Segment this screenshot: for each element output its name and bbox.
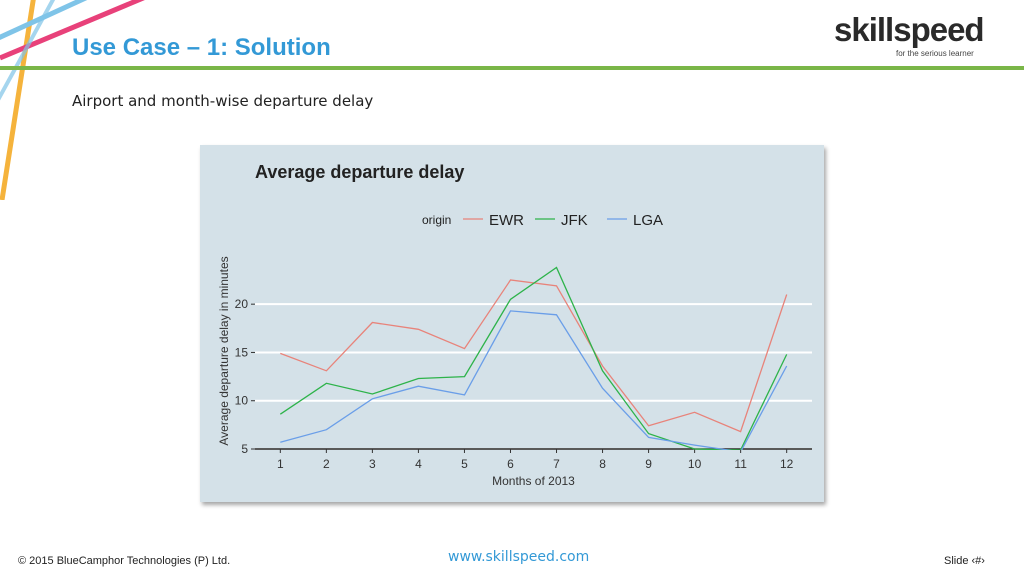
logo-tagline: for the serious learner xyxy=(896,49,974,58)
legend-label-jfk: JFK xyxy=(561,212,588,229)
x-axis-label: Months of 2013 xyxy=(492,474,575,488)
xtick-label-8: 8 xyxy=(599,457,606,471)
logo-wordmark: skillspeed xyxy=(834,11,985,48)
xtick-label-12: 12 xyxy=(780,457,794,471)
legend-label-ewr: EWR xyxy=(489,212,524,229)
line-chart: Average departure delay origin EWR JFK LGA 5 1… xyxy=(217,162,812,488)
ytick-label-20: 20 xyxy=(235,297,249,311)
xtick-label-3: 3 xyxy=(369,457,376,471)
skillspeed-logo: skillspeed for the serious learner xyxy=(834,12,994,60)
xtick-label-10: 10 xyxy=(688,457,702,471)
slide-subtitle: Airport and month-wise departure delay xyxy=(72,92,374,110)
xtick-label-2: 2 xyxy=(323,457,330,471)
ytick-label-15: 15 xyxy=(235,345,249,359)
xtick-label-6: 6 xyxy=(507,457,514,471)
chart-title: Average departure delay xyxy=(255,162,464,182)
slide-title: Use Case – 1: Solution xyxy=(72,34,331,61)
xtick-label-1: 1 xyxy=(277,457,284,471)
slide-number: Slide ‹#› xyxy=(944,555,985,567)
legend-title: origin xyxy=(422,213,451,227)
orange-stripe xyxy=(0,0,36,200)
series-line-lga xyxy=(280,310,788,450)
y-axis-label: Average departure delay in minutes xyxy=(217,256,231,445)
ytick-label-5: 5 xyxy=(241,442,248,456)
ytick-label-10: 10 xyxy=(235,394,249,408)
series-line-jfk xyxy=(279,266,788,450)
legend-label-lga: LGA xyxy=(633,212,663,229)
blue-stripe-2 xyxy=(0,0,56,101)
xtick-label-4: 4 xyxy=(415,457,422,471)
xtick-label-5: 5 xyxy=(461,457,468,471)
xtick-label-9: 9 xyxy=(645,457,652,471)
chart-panel: Average departure delay origin EWR JFK LGA 5 1… xyxy=(200,145,824,502)
xtick-label-11: 11 xyxy=(734,457,747,471)
title-rule xyxy=(0,66,1024,70)
copyright-text: © 2015 BlueCamphor Technologies (P) Ltd. xyxy=(18,555,231,567)
corner-decoration xyxy=(0,0,145,200)
xtick-label-7: 7 xyxy=(553,457,560,471)
website-link[interactable]: www.skillspeed.com xyxy=(448,549,590,565)
